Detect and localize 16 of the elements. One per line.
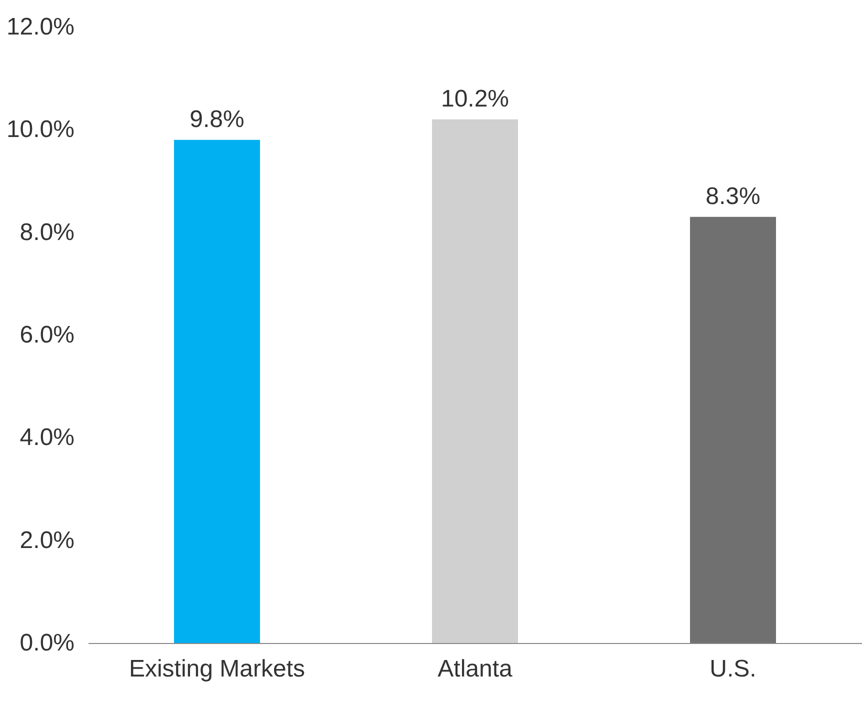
y-tick-label: 12.0% bbox=[6, 14, 74, 40]
y-tick-label: 2.0% bbox=[20, 526, 74, 554]
y-tick-label: 10.0% bbox=[6, 116, 74, 144]
bar bbox=[432, 119, 518, 643]
y-tick-label: 8.0% bbox=[20, 218, 74, 246]
data-label: 9.8% bbox=[190, 106, 244, 133]
y-tick-label: 4.0% bbox=[20, 424, 74, 452]
y-tick-label: 0.0% bbox=[20, 630, 74, 656]
bar bbox=[174, 140, 260, 643]
data-label: 8.3% bbox=[706, 182, 760, 210]
x-tick-label: Atlanta bbox=[438, 656, 514, 682]
y-tick-label: 6.0% bbox=[20, 322, 74, 348]
x-tick-label: Existing Markets bbox=[128, 656, 306, 682]
x-tick-label: U.S. bbox=[710, 656, 756, 682]
bar bbox=[690, 216, 776, 643]
data-label: 10.2% bbox=[440, 85, 510, 112]
